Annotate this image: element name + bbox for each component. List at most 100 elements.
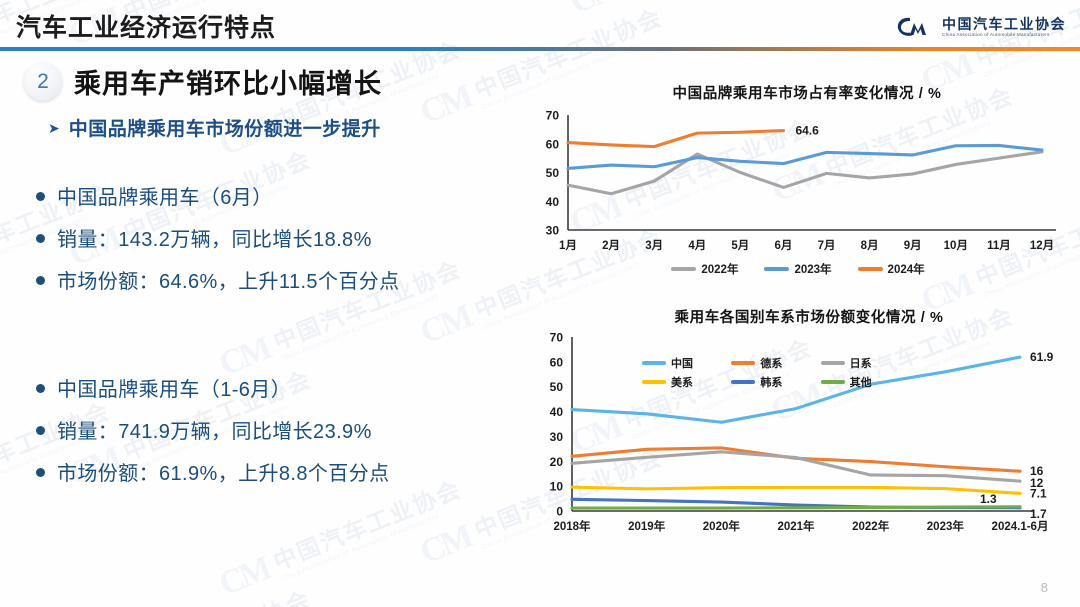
bullet-group-jan-june: 中国品牌乘用车（1-6月） 销量：741.9万辆，同比增长23.9% 市场份额：… xyxy=(36,378,390,504)
bullet-text: 中国品牌乘用车（6月） xyxy=(57,187,273,209)
list-item: 中国品牌乘用车（6月） xyxy=(36,186,400,211)
sub-heading: ➤ 中国品牌乘用车市场份额进一步提升 xyxy=(48,114,381,141)
legend-item: 日系 xyxy=(820,355,910,371)
svg-text:2024.1-6月: 2024.1-6月 xyxy=(992,520,1049,533)
svg-text:70: 70 xyxy=(546,109,560,123)
svg-text:50: 50 xyxy=(546,166,560,180)
svg-text:1.3: 1.3 xyxy=(980,492,997,506)
svg-text:1月: 1月 xyxy=(559,239,577,252)
bullet-dot-icon xyxy=(36,192,45,201)
bullet-dot-icon xyxy=(36,234,45,243)
svg-text:40: 40 xyxy=(546,195,560,209)
svg-text:5月: 5月 xyxy=(731,239,749,252)
chart-title: 乘用车各国别车系市场份额变化情况 / % xyxy=(674,310,944,326)
page-title: 汽车工业经济运行特点 xyxy=(16,14,277,42)
bullet-text: 中国品牌乘用车（1-6月） xyxy=(57,379,292,401)
svg-text:2023年: 2023年 xyxy=(927,519,965,533)
bullet-text: 销量：143.2万辆，同比增长18.8% xyxy=(57,229,372,251)
legend-swatch xyxy=(764,267,790,271)
chart-share-by-country: 乘用车各国别车系市场份额变化情况 / % 0 10 20 30 40 50 60 70 2018… xyxy=(524,306,1072,558)
legend-label: 2023年 xyxy=(794,264,832,276)
legend-label: 德系 xyxy=(760,358,783,370)
svg-text:2019年: 2019年 xyxy=(628,519,666,533)
chart-plot-area: 0 10 20 30 40 50 60 70 2018年 2019年 2020年 2021年 2022年… xyxy=(524,329,1072,547)
chart-legend: 2022年 2023年 2024年 xyxy=(524,261,1072,277)
legend-item: 美系 xyxy=(642,374,731,390)
svg-text:4月: 4月 xyxy=(688,239,706,252)
legend-item: 韩系 xyxy=(731,374,820,390)
svg-text:60: 60 xyxy=(546,137,560,151)
svg-text:16: 16 xyxy=(1030,464,1044,478)
svg-text:64.6: 64.6 xyxy=(795,124,819,138)
svg-text:12: 12 xyxy=(1030,476,1044,490)
svg-text:0: 0 xyxy=(556,505,563,519)
svg-text:40: 40 xyxy=(550,405,564,419)
slide-header: 汽车工业经济运行特点 中国汽车工业协会 China Association of… xyxy=(0,0,1080,56)
bullet-dot-icon xyxy=(36,468,45,477)
svg-text:6月: 6月 xyxy=(775,239,793,252)
logo-text-en: China Association of Automobile Manufact… xyxy=(942,31,1050,37)
chart-title: 中国品牌乘用车市场占有率变化情况 / % xyxy=(672,86,942,102)
chart-legend: 中国 德系 日系美系 韩系 其他 xyxy=(642,355,910,390)
bullet-text: 市场份额：64.6%，上升11.5个百分点 xyxy=(57,271,400,293)
bullet-text: 市场份额：61.9%，上升8.8个百分点 xyxy=(57,463,390,485)
chart-market-share-by-month: 中国品牌乘用车市场占有率变化情况 / % 30 40 50 60 70 1月 2月 3月 4月 5… xyxy=(524,82,1072,288)
svg-text:2021年: 2021年 xyxy=(777,519,815,533)
svg-text:10: 10 xyxy=(550,480,564,494)
svg-text:30: 30 xyxy=(546,224,560,238)
svg-text:8月: 8月 xyxy=(861,239,879,252)
legend-label: 其他 xyxy=(849,377,872,389)
logo-text-cn: 中国汽车工业协会 xyxy=(942,15,1066,32)
svg-text:12月: 12月 xyxy=(1030,239,1054,252)
chart-plot-area: 30 40 50 60 70 1月 2月 3月 4月 5月 6月 7月 8月 9月 10月 11月 12月 64.… xyxy=(524,105,1072,260)
list-item: 销量：143.2万辆，同比增长18.8% xyxy=(36,228,400,253)
section-heading: 2 乘用车产销环比小幅增长 xyxy=(24,62,382,101)
svg-text:61.9: 61.9 xyxy=(1030,350,1054,364)
svg-text:30: 30 xyxy=(550,430,564,444)
svg-text:7.1: 7.1 xyxy=(1030,486,1047,500)
legend-swatch xyxy=(731,380,756,384)
bullet-dot-icon xyxy=(36,426,45,435)
page-number: 8 xyxy=(1040,580,1048,595)
legend-label: 中国 xyxy=(671,358,693,370)
legend-item: 其他 xyxy=(820,374,910,390)
legend-label: 日系 xyxy=(849,358,872,370)
arrow-right-icon: ➤ xyxy=(48,119,60,136)
svg-text:7月: 7月 xyxy=(818,239,836,252)
svg-text:3月: 3月 xyxy=(645,239,663,252)
svg-text:70: 70 xyxy=(550,331,564,345)
legend-swatch xyxy=(820,380,845,384)
legend-item: 2024年 xyxy=(857,261,925,277)
svg-text:20: 20 xyxy=(550,455,564,469)
section-number-badge: 2 xyxy=(24,62,62,101)
list-item: 市场份额：61.9%，上升8.8个百分点 xyxy=(36,462,390,487)
svg-text:11月: 11月 xyxy=(987,239,1011,252)
svg-text:1.7: 1.7 xyxy=(1030,507,1047,521)
svg-text:50: 50 xyxy=(550,380,564,394)
legend-item: 德系 xyxy=(731,355,820,371)
legend-label: 美系 xyxy=(671,377,693,389)
legend-swatch xyxy=(642,361,666,365)
svg-text:9月: 9月 xyxy=(904,239,922,252)
legend-item: 2023年 xyxy=(764,261,832,277)
legend-item: 中国 xyxy=(642,355,731,371)
legend-label: 韩系 xyxy=(760,377,783,389)
list-item: 销量：741.9万辆，同比增长23.9% xyxy=(36,420,390,445)
section-title: 乘用车产销环比小幅增长 xyxy=(74,69,382,99)
svg-text:2018年: 2018年 xyxy=(553,519,591,533)
svg-text:2022年: 2022年 xyxy=(852,519,890,533)
legend-swatch xyxy=(731,361,756,365)
svg-text:60: 60 xyxy=(550,355,564,369)
legend-swatch xyxy=(642,380,666,384)
list-item: 市场份额：64.6%，上升11.5个百分点 xyxy=(36,270,400,295)
cm-logo-icon xyxy=(897,17,926,36)
bullet-group-june: 中国品牌乘用车（6月） 销量：143.2万辆，同比增长18.8% 市场份额：64… xyxy=(36,186,400,312)
legend-swatch xyxy=(857,267,883,271)
sub-heading-label: 中国品牌乘用车市场份额进一步提升 xyxy=(68,119,381,140)
legend-item: 2022年 xyxy=(671,261,738,277)
list-item: 中国品牌乘用车（1-6月） xyxy=(36,378,390,403)
legend-label: 2022年 xyxy=(701,264,739,276)
svg-text:2020年: 2020年 xyxy=(703,519,741,533)
bullet-dot-icon xyxy=(36,276,45,285)
